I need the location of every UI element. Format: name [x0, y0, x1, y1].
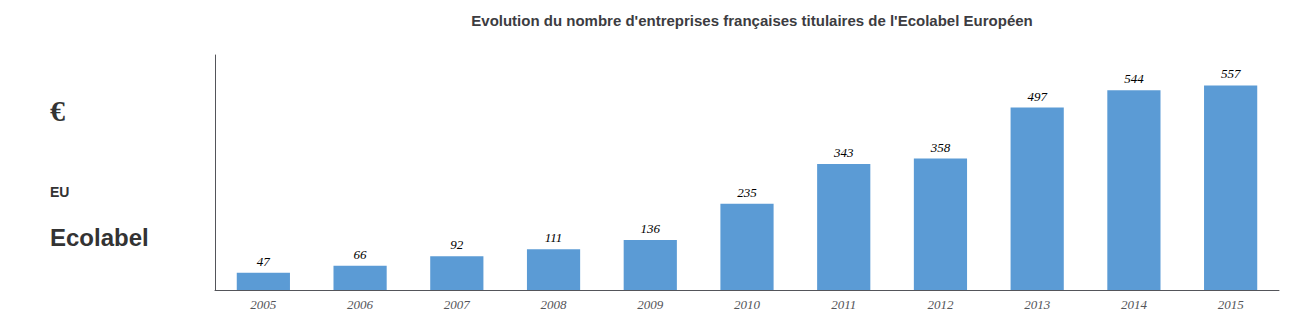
svg-text:111: 111 — [545, 230, 563, 245]
svg-text:2010: 2010 — [734, 297, 761, 312]
svg-text:557: 557 — [1221, 66, 1241, 81]
svg-text:47: 47 — [257, 254, 271, 269]
svg-text:2005: 2005 — [250, 297, 277, 312]
svg-text:2006: 2006 — [347, 297, 374, 312]
svg-text:2009: 2009 — [637, 297, 664, 312]
svg-text:2012: 2012 — [927, 297, 954, 312]
svg-text:2015: 2015 — [1218, 297, 1245, 312]
svg-text:2014: 2014 — [1121, 297, 1148, 312]
svg-text:92: 92 — [450, 237, 464, 252]
svg-text:2011: 2011 — [831, 297, 856, 312]
svg-text:497: 497 — [1027, 89, 1047, 104]
svg-text:2013: 2013 — [1024, 297, 1051, 312]
svg-text:235: 235 — [737, 185, 757, 200]
svg-text:2007: 2007 — [444, 297, 471, 312]
svg-text:544: 544 — [1124, 71, 1144, 86]
svg-text:136: 136 — [641, 221, 661, 236]
svg-text:66: 66 — [354, 247, 368, 262]
svg-text:€: € — [50, 94, 65, 127]
svg-text:358: 358 — [930, 140, 951, 155]
svg-text:2008: 2008 — [541, 297, 568, 312]
svg-text:343: 343 — [833, 145, 854, 160]
svg-text:EU: EU — [50, 184, 69, 200]
svg-text:Evolution du nombre d'entrepri: Evolution du nombre d'entreprises frança… — [471, 12, 1032, 29]
svg-text:Ecolabel: Ecolabel — [50, 224, 149, 251]
